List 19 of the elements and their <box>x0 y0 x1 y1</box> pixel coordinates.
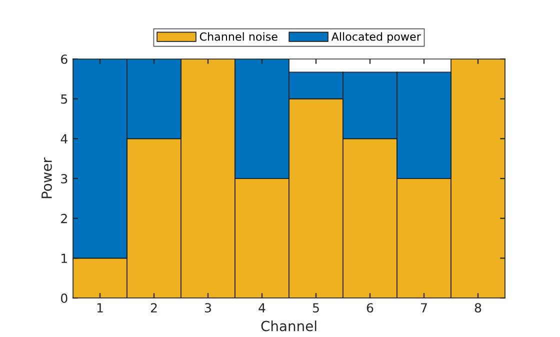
y-tick-label: 6 <box>61 54 68 64</box>
y-tick-label: 2 <box>61 214 67 224</box>
x-tick-label: 6 <box>366 303 374 313</box>
x-tick-label: 3 <box>204 303 211 313</box>
y-axis-title: Power <box>42 158 52 198</box>
x-tick-label: 4 <box>258 303 266 312</box>
y-tick-label: 4 <box>60 134 68 144</box>
y-tick-label: 1 <box>62 254 67 263</box>
x-axis-title: Channel <box>261 320 316 332</box>
y-tick-label: 5 <box>61 94 68 104</box>
x-tick-label: 8 <box>474 303 482 313</box>
y-tick-label: 3 <box>61 174 68 184</box>
y-tick-label: 0 <box>61 293 68 303</box>
x-tick-label: 1 <box>97 303 103 312</box>
legend-label: Channel noise <box>200 32 278 41</box>
legend-label: Allocated power <box>331 32 421 43</box>
x-tick-label: 5 <box>312 303 319 313</box>
x-tick-label: 7 <box>421 303 427 312</box>
x-tick-label: 2 <box>150 303 157 312</box>
